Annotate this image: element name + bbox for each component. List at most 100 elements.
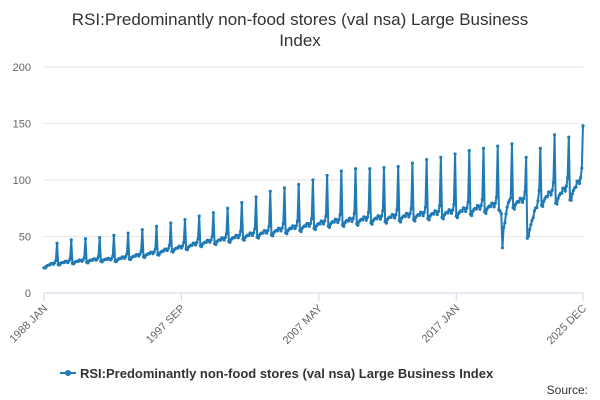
data-point[interactable] [224,232,229,236]
data-point[interactable] [54,258,58,263]
data-point[interactable] [434,209,438,214]
data-point[interactable] [310,216,314,221]
data-point[interactable] [140,228,144,232]
data-point[interactable] [566,176,570,180]
data-point[interactable] [465,206,469,210]
data-point[interactable] [532,209,537,213]
data-point[interactable] [271,234,275,238]
data-point[interactable] [408,212,412,216]
data-point[interactable] [336,220,340,225]
data-point[interactable] [470,213,474,218]
data-point[interactable] [562,186,566,190]
data-point[interactable] [339,169,343,173]
data-point[interactable] [53,261,57,265]
data-point[interactable] [299,230,303,234]
data-point[interactable] [182,241,186,245]
data-point[interactable] [441,217,445,221]
data-point[interactable] [167,243,172,247]
data-point[interactable] [199,245,204,249]
data-point[interactable] [124,255,128,259]
data-point[interactable] [197,214,201,218]
data-point[interactable] [214,242,218,247]
data-point[interactable] [242,238,246,242]
data-point[interactable] [349,217,353,221]
data-point[interactable] [478,207,482,211]
data-point[interactable] [530,218,534,223]
data-point[interactable] [321,222,326,226]
data-point[interactable] [549,193,553,197]
data-point[interactable] [493,201,497,205]
data-point[interactable] [337,218,341,222]
data-point[interactable] [567,135,571,139]
data-point[interactable] [195,241,199,245]
data-point[interactable] [517,200,521,204]
data-point[interactable] [484,211,488,215]
data-point[interactable] [494,195,499,199]
data-point[interactable] [346,219,351,223]
data-point[interactable] [538,146,542,150]
data-point[interactable] [266,228,270,233]
data-point[interactable] [477,204,481,208]
data-point[interactable] [500,246,505,250]
data-point[interactable] [460,209,464,213]
data-point[interactable] [210,234,214,238]
data-point[interactable] [306,222,310,226]
data-point[interactable] [280,226,284,230]
data-point[interactable] [351,216,355,221]
data-point[interactable] [254,195,258,199]
data-point[interactable] [522,196,526,201]
data-point[interactable] [395,207,399,212]
data-point[interactable] [342,224,346,228]
data-point[interactable] [268,189,272,193]
data-point[interactable] [422,210,426,215]
data-point[interactable] [304,224,308,228]
data-point[interactable] [265,231,269,235]
data-point[interactable] [481,146,486,150]
data-point[interactable] [311,178,315,182]
data-point[interactable] [252,231,256,235]
data-point[interactable] [323,219,327,223]
data-point[interactable] [139,249,143,254]
data-point[interactable] [389,215,393,220]
data-point[interactable] [479,204,483,208]
data-point[interactable] [393,216,397,220]
data-point[interactable] [275,229,279,233]
data-point[interactable] [523,190,527,194]
data-point[interactable] [324,214,328,218]
data-point[interactable] [464,209,468,214]
data-point[interactable] [451,208,455,212]
data-point[interactable] [68,257,72,261]
data-point[interactable] [491,202,495,206]
data-point[interactable] [223,236,227,240]
data-point[interactable] [152,250,156,254]
data-point[interactable] [236,236,240,240]
data-point[interactable] [423,205,428,209]
data-point[interactable] [474,207,478,211]
data-point[interactable] [421,214,425,218]
data-point[interactable] [98,236,102,240]
data-point[interactable] [425,158,429,162]
data-point[interactable] [550,188,554,192]
data-point[interactable] [169,221,173,225]
data-point[interactable] [196,237,200,241]
data-point[interactable] [382,165,386,170]
data-point[interactable] [55,241,59,245]
data-point[interactable] [552,133,557,137]
data-point[interactable] [427,218,431,222]
data-point[interactable] [580,166,584,170]
data-point[interactable] [307,224,311,228]
legend[interactable]: RSI:Predominantly non-food stores (val n… [60,366,494,381]
data-point[interactable] [297,182,301,187]
data-point[interactable] [542,199,546,203]
data-point[interactable] [432,212,436,216]
data-point[interactable] [480,197,484,202]
data-point[interactable] [505,205,509,209]
data-point[interactable] [69,238,73,242]
legend-label[interactable]: RSI:Predominantly non-food stores (val n… [80,366,494,381]
data-point[interactable] [391,213,396,217]
data-point[interactable] [439,155,443,159]
data-point[interactable] [381,209,385,213]
data-point[interactable] [153,247,157,251]
data-point[interactable] [256,236,261,240]
data-point[interactable] [529,223,533,227]
